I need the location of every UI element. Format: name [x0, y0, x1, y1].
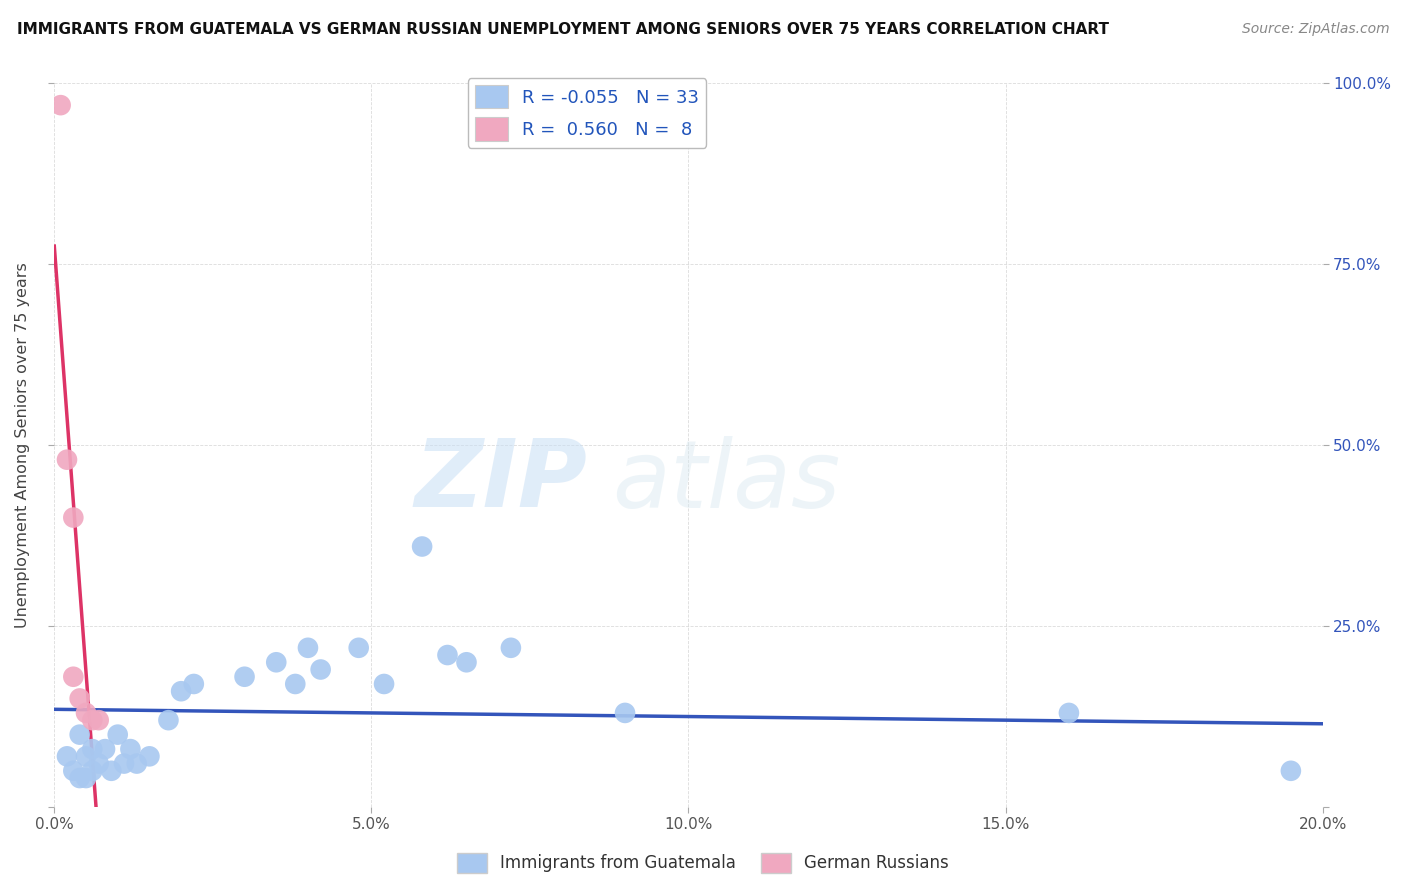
Point — [233, 670, 256, 684]
Point — [82, 713, 104, 727]
Point — [100, 764, 122, 778]
Point — [1057, 706, 1080, 720]
Point — [94, 742, 117, 756]
Point — [49, 98, 72, 112]
Point — [170, 684, 193, 698]
Point — [62, 510, 84, 524]
Point — [69, 728, 91, 742]
Legend: Immigrants from Guatemala, German Russians: Immigrants from Guatemala, German Russia… — [450, 847, 956, 880]
Point — [56, 452, 79, 467]
Point — [82, 742, 104, 756]
Point — [309, 663, 332, 677]
Point — [157, 713, 180, 727]
Point — [183, 677, 205, 691]
Point — [87, 713, 110, 727]
Text: Source: ZipAtlas.com: Source: ZipAtlas.com — [1241, 22, 1389, 37]
Point — [107, 728, 129, 742]
Point — [120, 742, 142, 756]
Point — [264, 655, 287, 669]
Point — [284, 677, 307, 691]
Point — [614, 706, 637, 720]
Y-axis label: Unemployment Among Seniors over 75 years: Unemployment Among Seniors over 75 years — [15, 262, 30, 628]
Point — [125, 756, 148, 771]
Point — [75, 706, 97, 720]
Point — [373, 677, 395, 691]
Point — [436, 648, 458, 662]
Point — [69, 691, 91, 706]
Point — [411, 540, 433, 554]
Text: ZIP: ZIP — [415, 435, 586, 527]
Point — [56, 749, 79, 764]
Point — [456, 655, 478, 669]
Point — [87, 756, 110, 771]
Point — [499, 640, 522, 655]
Text: IMMIGRANTS FROM GUATEMALA VS GERMAN RUSSIAN UNEMPLOYMENT AMONG SENIORS OVER 75 Y: IMMIGRANTS FROM GUATEMALA VS GERMAN RUSS… — [17, 22, 1109, 37]
Point — [138, 749, 160, 764]
Text: atlas: atlas — [613, 436, 841, 527]
Point — [62, 670, 84, 684]
Point — [297, 640, 319, 655]
Point — [82, 764, 104, 778]
Point — [69, 771, 91, 785]
Legend: R = -0.055   N = 33, R =  0.560   N =  8: R = -0.055 N = 33, R = 0.560 N = 8 — [468, 78, 706, 148]
Point — [75, 749, 97, 764]
Point — [347, 640, 370, 655]
Point — [62, 764, 84, 778]
Point — [75, 771, 97, 785]
Point — [1279, 764, 1302, 778]
Point — [112, 756, 135, 771]
